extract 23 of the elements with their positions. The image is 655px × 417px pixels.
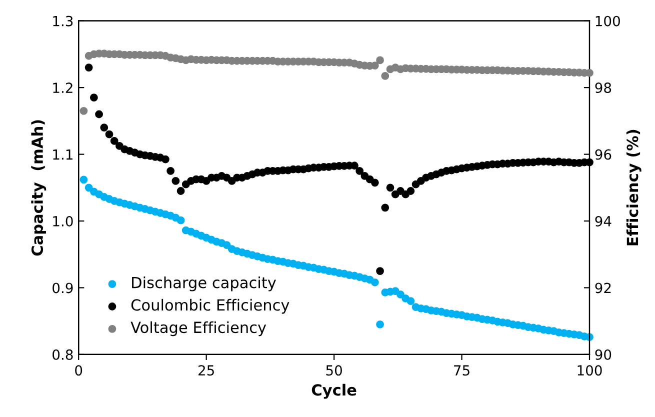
y-tick-label: 1.3	[53, 16, 73, 26]
y-tick-label: 0.9	[52, 282, 73, 294]
y-tick-label: 1.2	[53, 82, 72, 93]
x-tick-label: 100	[578, 365, 602, 376]
y-axis-title: Capacity (mAh)	[31, 120, 46, 256]
x-axis-title: Cycle	[312, 384, 356, 399]
legend-label: Discharge capacity	[132, 276, 276, 292]
y2-tick-label: 100	[596, 16, 620, 26]
y-tick-label: 1.1	[53, 149, 72, 160]
x-tick-label: 50	[326, 365, 342, 376]
y2-tick-label: 92	[595, 282, 611, 294]
x-tick-label: 25	[198, 365, 214, 376]
x-tick-label: 75	[454, 365, 470, 376]
legend-label: Voltage Efficiency	[130, 321, 266, 336]
legend-label: Coulombic Efficiency	[131, 298, 290, 314]
y2-axis-title: Efficiency (%)	[626, 130, 642, 246]
y2-tick-label: 96	[595, 149, 612, 160]
y-tick-label: 1.0	[53, 216, 73, 226]
y2-tick-label: 94	[595, 216, 612, 226]
y2-tick-label: 98	[595, 82, 612, 94]
x-tick-label: 0	[75, 365, 82, 376]
y-tick-label: 0.8	[52, 349, 73, 360]
y2-tick-label: 90	[595, 349, 612, 360]
